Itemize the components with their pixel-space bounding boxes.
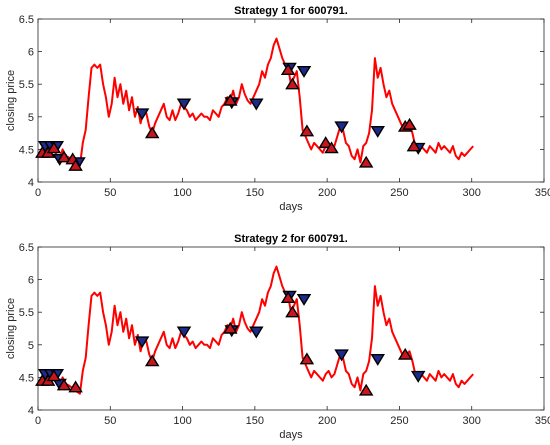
y-tick-label: 4.5 bbox=[19, 372, 34, 384]
buy-marker bbox=[324, 141, 339, 154]
y-tick-label: 6.5 bbox=[19, 14, 34, 26]
y-tick-label: 6 bbox=[28, 275, 34, 287]
y-tick-label: 5 bbox=[28, 340, 34, 352]
buy-marker bbox=[397, 347, 413, 360]
y-tick-label: 5.5 bbox=[19, 79, 34, 91]
x-tick-label: 50 bbox=[104, 187, 116, 199]
buy-marker bbox=[223, 321, 238, 334]
y-tick-label: 5.5 bbox=[19, 307, 34, 319]
buy-marker bbox=[402, 117, 417, 130]
x-tick-label: 250 bbox=[390, 187, 408, 199]
buy-marker bbox=[144, 354, 160, 367]
x-tick-label: 0 bbox=[35, 415, 41, 427]
closing-price-line bbox=[38, 265, 474, 395]
buy-marker bbox=[406, 139, 422, 152]
x-tick-label: 150 bbox=[246, 415, 264, 427]
sell-marker bbox=[370, 353, 385, 366]
x-tick-label: 250 bbox=[390, 415, 408, 427]
chart-title: Strategy 1 for 600791. bbox=[234, 5, 348, 17]
buy-marker bbox=[280, 63, 296, 76]
buy-marker bbox=[56, 150, 72, 163]
sell-marker bbox=[296, 65, 312, 78]
y-tick-label: 5 bbox=[28, 112, 34, 124]
plot-area-frame bbox=[37, 18, 545, 183]
buy-marker bbox=[285, 305, 300, 318]
x-tick-label: 350 bbox=[535, 187, 550, 199]
x-tick-label: 150 bbox=[246, 187, 264, 199]
buy-marker bbox=[358, 155, 374, 168]
sell-marker bbox=[410, 370, 426, 383]
buy-marker bbox=[46, 141, 62, 154]
y-tick-label: 6.5 bbox=[19, 242, 34, 254]
sell-marker bbox=[296, 293, 312, 306]
sell-marker bbox=[134, 336, 150, 349]
buy-marker bbox=[68, 380, 83, 393]
sell-marker bbox=[249, 326, 264, 339]
buy-marker bbox=[299, 352, 315, 365]
buy-marker bbox=[223, 93, 238, 106]
chart-title: Strategy 2 for 600791. bbox=[234, 233, 348, 245]
sell-marker bbox=[249, 98, 264, 111]
sell-marker bbox=[334, 121, 349, 134]
buy-marker bbox=[280, 291, 296, 304]
x-tick-label: 0 bbox=[35, 187, 41, 199]
y-tick-label: 4 bbox=[28, 177, 34, 189]
buy-marker bbox=[68, 158, 83, 171]
buy-marker bbox=[358, 383, 374, 396]
buy-marker bbox=[56, 378, 72, 391]
sell-marker bbox=[370, 125, 385, 138]
y-tick-label: 6 bbox=[28, 47, 34, 59]
x-tick-label: 350 bbox=[535, 415, 550, 427]
x-tick-label: 300 bbox=[463, 187, 481, 199]
sell-marker bbox=[334, 349, 349, 362]
x-tick-label: 300 bbox=[463, 415, 481, 427]
buy-marker bbox=[285, 77, 300, 90]
y-axis-label: closing price bbox=[5, 70, 17, 131]
x-axis-label: days bbox=[279, 429, 303, 441]
x-axis-label: days bbox=[279, 201, 303, 213]
sell-marker bbox=[176, 326, 192, 339]
buy-marker bbox=[144, 126, 160, 139]
x-tick-label: 100 bbox=[173, 187, 191, 199]
strategy-1-chart: 0 50 100 150 200 250 300 350 4 4.5 5 5.5 6 6.5 Strateg… bbox=[5, 5, 550, 213]
buy-marker bbox=[318, 136, 333, 149]
buy-marker bbox=[46, 369, 62, 382]
x-tick-label: 100 bbox=[173, 415, 191, 427]
y-tick-label: 4 bbox=[28, 405, 34, 417]
closing-price-line bbox=[38, 37, 474, 167]
x-tick-label: 50 bbox=[104, 415, 116, 427]
buy-marker bbox=[299, 124, 315, 137]
x-tick-label: 200 bbox=[318, 415, 336, 427]
x-tick-label: 200 bbox=[318, 187, 336, 199]
plot-area-frame bbox=[37, 246, 545, 411]
y-tick-label: 4.5 bbox=[19, 144, 34, 156]
strategy-2-chart: 0 50 100 150 200 250 300 350 4 4.5 5 5.5 6 6.5 Strateg… bbox=[5, 233, 550, 441]
sell-marker bbox=[176, 98, 192, 111]
sell-marker bbox=[134, 108, 150, 121]
y-axis-label: closing price bbox=[5, 298, 17, 359]
